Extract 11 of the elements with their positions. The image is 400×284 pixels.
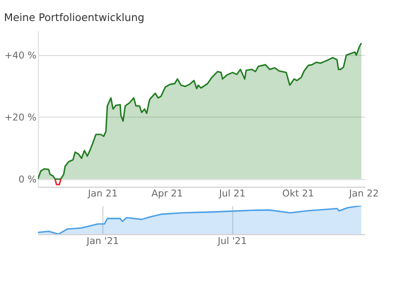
x-tick-label: Jan '21: [86, 236, 119, 248]
x-tick-label: Apr 21: [151, 188, 183, 200]
x-tick-label: Jan 21: [86, 188, 118, 200]
x-tick-label: Okt 21: [282, 188, 314, 200]
x-tick-label: Jan 22: [348, 188, 379, 200]
y-tick-label: +40 %: [4, 50, 36, 62]
y-tick-label: 0 %: [18, 174, 36, 186]
y-tick-label: +20 %: [4, 112, 36, 124]
x-tick-label: Jul '21: [216, 236, 247, 248]
x-tick-label: Jul 21: [218, 188, 246, 200]
chart-title: Meine Portfolioentwicklung: [4, 12, 144, 24]
